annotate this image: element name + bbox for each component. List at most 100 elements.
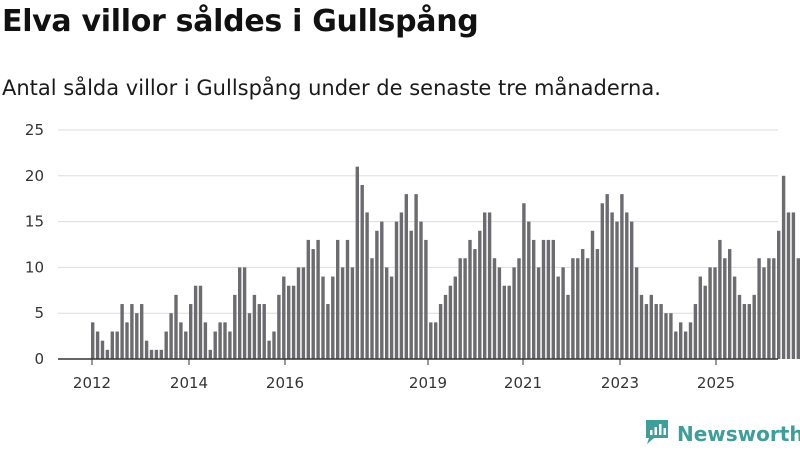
bar [282, 276, 286, 359]
bar [605, 194, 609, 359]
bar [301, 267, 306, 359]
bar [311, 249, 315, 359]
bar [762, 267, 766, 359]
bar [502, 285, 506, 359]
bar [135, 313, 139, 359]
bar [669, 313, 673, 359]
bar [238, 267, 242, 359]
bar [291, 285, 296, 359]
bar [394, 221, 399, 359]
bar [600, 203, 604, 359]
bar [203, 322, 208, 359]
bar-chart: 0510152025112012201420162019202120232025 [25, 121, 800, 392]
bar [233, 294, 237, 359]
x-tick-label: 2014 [170, 374, 208, 392]
bar [532, 239, 536, 359]
bar [115, 331, 119, 359]
bar [772, 258, 776, 359]
bar [458, 258, 462, 359]
newsworthy-logo-icon [644, 418, 670, 450]
bar [257, 304, 261, 359]
bar [443, 294, 448, 359]
bar [110, 331, 114, 359]
bar [193, 285, 198, 359]
bar [522, 203, 526, 359]
bar [262, 304, 266, 359]
x-tick-label: 2023 [601, 374, 639, 392]
bar [164, 331, 168, 359]
bar [674, 331, 678, 359]
bar [453, 276, 457, 359]
bar [478, 230, 482, 359]
bar [644, 304, 649, 359]
bar [625, 212, 629, 359]
bar [218, 322, 222, 359]
bar [385, 267, 389, 359]
bar [252, 294, 257, 359]
bar [149, 349, 154, 359]
bar [610, 212, 614, 359]
bar [336, 239, 340, 359]
bar [389, 276, 394, 359]
bar [468, 239, 472, 359]
newsworthy-wordmark: Newsworthy [677, 422, 800, 446]
bar [228, 331, 232, 359]
bar [277, 294, 281, 359]
bar [757, 258, 761, 359]
bar [380, 221, 384, 359]
bar [654, 304, 658, 359]
bar [179, 322, 183, 359]
bar [247, 313, 252, 359]
bar [487, 212, 492, 359]
bar [713, 267, 717, 359]
bar [512, 267, 516, 359]
bar [576, 258, 580, 359]
bar [728, 249, 732, 359]
bar [316, 239, 320, 359]
bar [708, 267, 712, 359]
bar [434, 322, 438, 359]
newsworthy-brand[interactable]: Newsworthy [644, 419, 800, 449]
bar [595, 249, 600, 359]
bar [536, 267, 541, 359]
bar [365, 212, 369, 359]
bar [184, 331, 188, 359]
bar [375, 230, 379, 359]
bar [620, 194, 624, 359]
chart-title: Elva villor såldes i Gullspång [2, 4, 479, 39]
bar [664, 313, 668, 359]
bar [345, 239, 350, 359]
bar [615, 221, 619, 359]
bar [556, 276, 560, 359]
bar [154, 349, 159, 359]
bar [483, 212, 487, 359]
bar [507, 285, 511, 359]
bar [659, 304, 663, 359]
bar [223, 322, 227, 359]
bar [438, 304, 443, 359]
bar [649, 294, 653, 359]
bar [551, 239, 555, 359]
y-tick-label: 20 [25, 167, 44, 185]
bar [473, 249, 477, 359]
y-tick-label: 15 [25, 213, 44, 231]
chart-subtitle: Antal sålda villor i Gullspång under de … [2, 76, 661, 100]
bar [492, 258, 497, 359]
bar [693, 304, 698, 359]
bar [742, 304, 747, 359]
bar [517, 258, 521, 359]
bar [796, 258, 800, 359]
bar [174, 294, 178, 359]
x-tick-label: 2016 [266, 374, 304, 392]
bar [683, 331, 688, 359]
bar [424, 239, 428, 359]
bar [404, 194, 408, 359]
bar [306, 239, 310, 359]
bar [100, 340, 105, 359]
bar [242, 267, 247, 359]
bar [679, 322, 683, 359]
bar [448, 285, 453, 359]
bar [630, 221, 634, 359]
bar [634, 267, 639, 359]
bar [144, 340, 149, 359]
